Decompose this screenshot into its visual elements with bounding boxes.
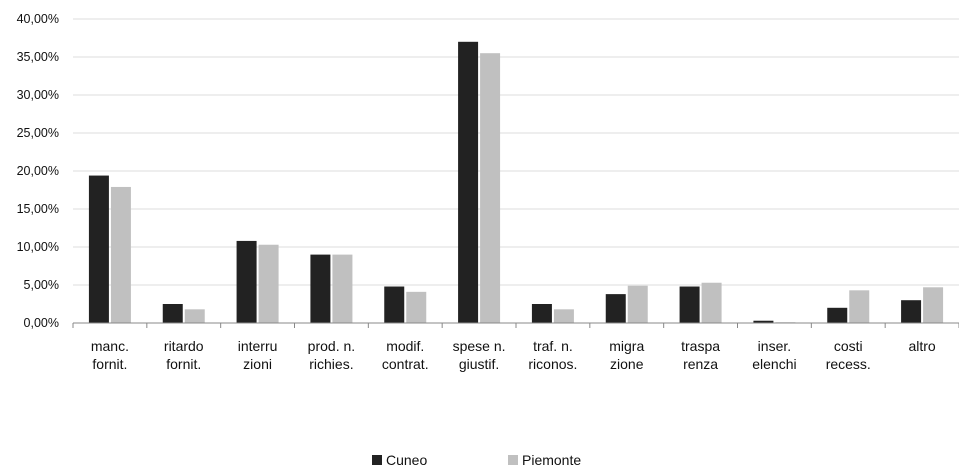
x-category-label: traf. n. riconos.: [528, 338, 577, 372]
y-tick-label: 25,00%: [17, 126, 59, 140]
bar-cuneo: [901, 300, 922, 323]
x-category-label: modif. contrat.: [382, 338, 429, 372]
bar-cuneo: [605, 294, 626, 323]
y-tick-label: 30,00%: [17, 88, 59, 102]
x-category-label: interru zioni: [238, 338, 278, 372]
bar-piemonte: [184, 309, 205, 323]
bar-cuneo: [827, 307, 848, 323]
x-category-label: traspa renza: [681, 338, 720, 372]
y-tick-label: 0,00%: [24, 316, 59, 330]
bar-cuneo: [310, 254, 331, 323]
bar-cuneo: [162, 304, 183, 323]
bar-piemonte: [923, 287, 944, 323]
gridlines: [73, 18, 959, 286]
y-tick-label: 40,00%: [17, 12, 59, 26]
legend-label-piemonte: Piemonte: [522, 452, 582, 468]
x-category-label: migra zione: [609, 338, 644, 372]
bars: [88, 41, 944, 324]
bar-piemonte: [701, 282, 722, 323]
legend-item-piemonte: Piemonte: [508, 452, 581, 468]
x-axis-category-labels: manc. fornit. ritardo fornit. interru zioni pr…: [91, 338, 936, 372]
bar-piemonte: [110, 186, 131, 323]
y-axis-tick-labels: 0,00% 5,00% 10,00% 15,00% 20,00% 25,00% 30,00%…: [17, 12, 59, 330]
bar-cuneo: [679, 286, 700, 323]
legend-swatch-cuneo: [372, 455, 382, 465]
x-category-label: costi recess.: [826, 338, 871, 372]
bar-piemonte: [332, 254, 353, 323]
bar-cuneo: [753, 320, 774, 323]
x-category-label: prod. n. richies.: [308, 338, 355, 372]
x-category-label: altro: [908, 338, 935, 354]
legend-swatch-piemonte: [508, 455, 518, 465]
legend-label-cuneo: Cuneo: [386, 452, 428, 468]
bar-cuneo: [458, 41, 479, 324]
bar-piemonte: [849, 290, 870, 323]
bar-cuneo: [88, 175, 109, 323]
y-tick-label: 35,00%: [17, 50, 59, 64]
bar-piemonte: [258, 244, 279, 323]
y-tick-label: 20,00%: [17, 164, 59, 178]
bar-piemonte: [627, 285, 648, 323]
y-tick-label: 5,00%: [24, 278, 59, 292]
bar-cuneo: [384, 286, 405, 323]
x-axis: [72, 322, 959, 328]
bar-piemonte: [406, 291, 427, 323]
x-category-label: spese n. giustif.: [453, 338, 506, 372]
legend: Cuneo Piemonte: [0, 452, 959, 468]
bar-piemonte: [480, 53, 501, 323]
bar-piemonte: [553, 309, 574, 323]
y-tick-label: 10,00%: [17, 240, 59, 254]
x-category-label: manc. fornit.: [91, 338, 129, 372]
bar-cuneo: [236, 240, 257, 323]
legend-item-cuneo: Cuneo: [372, 452, 427, 468]
x-category-label: inser. elenchi: [752, 338, 796, 372]
x-category-label: ritardo fornit.: [164, 338, 204, 372]
y-tick-label: 15,00%: [17, 202, 59, 216]
bar-cuneo: [531, 304, 552, 323]
